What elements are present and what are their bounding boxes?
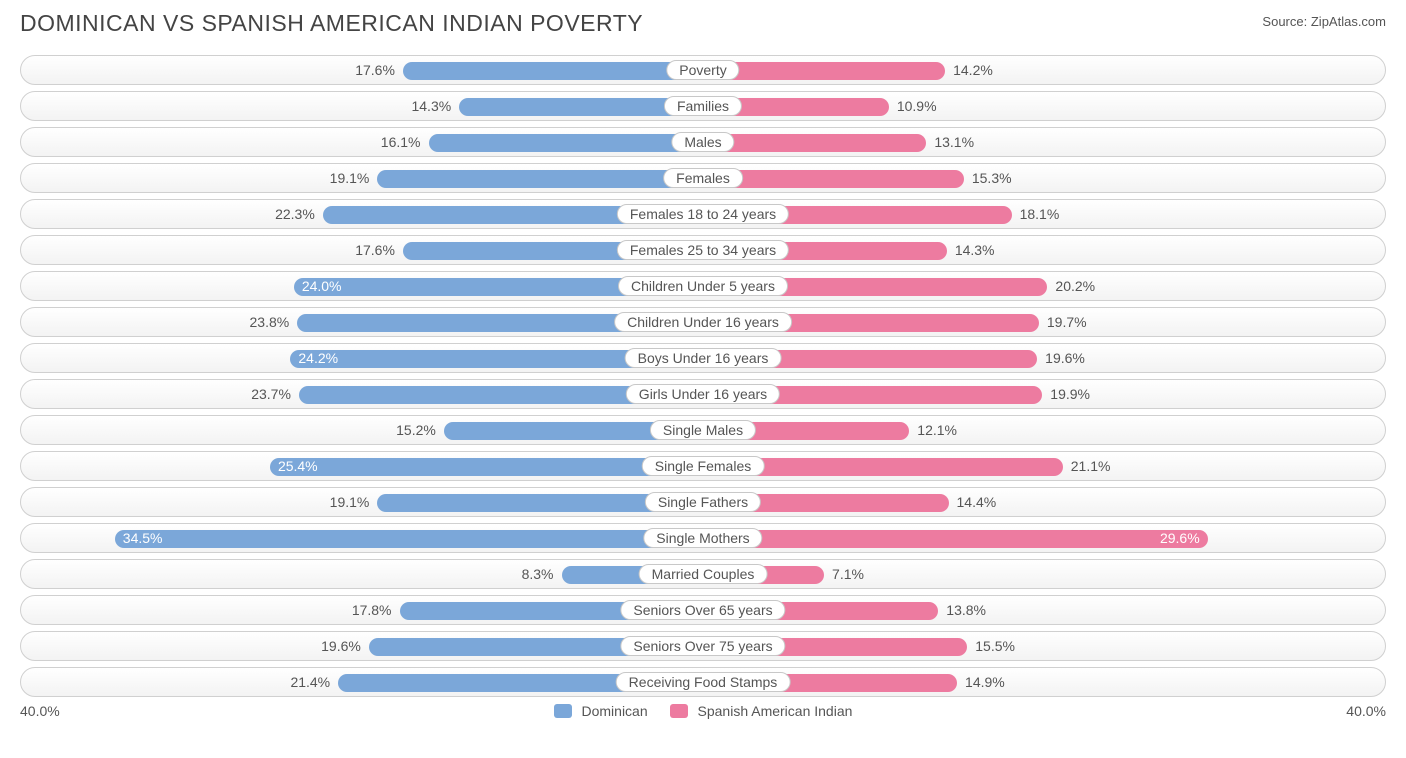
category-label: Single Females — [642, 456, 765, 476]
chart-row: 19.1% 15.3% Females — [20, 163, 1386, 193]
value-left: 24.0% — [302, 278, 342, 294]
chart-row: 34.5% 29.6% Single Mothers — [20, 523, 1386, 553]
bar-left — [377, 170, 703, 188]
value-right: 13.8% — [946, 602, 986, 618]
value-left: 19.6% — [321, 638, 361, 654]
category-label: Families — [664, 96, 742, 116]
value-right: 19.7% — [1047, 314, 1087, 330]
chart-row: 24.0% 20.2% Children Under 5 years — [20, 271, 1386, 301]
category-label: Females 18 to 24 years — [617, 204, 789, 224]
axis-max-right: 40.0% — [1346, 703, 1386, 719]
category-label: Married Couples — [639, 564, 768, 584]
category-label: Poverty — [666, 60, 739, 80]
value-right: 29.6% — [1160, 530, 1200, 546]
category-label: Males — [671, 132, 734, 152]
value-right: 10.9% — [897, 98, 937, 114]
bar-right — [703, 530, 1208, 548]
bar-left — [270, 458, 703, 476]
chart-row: 22.3% 18.1% Females 18 to 24 years — [20, 199, 1386, 229]
category-label: Seniors Over 75 years — [620, 636, 785, 656]
legend-label-left: Dominican — [581, 703, 647, 719]
chart-row: 15.2% 12.1% Single Males — [20, 415, 1386, 445]
chart-row: 19.6% 15.5% Seniors Over 75 years — [20, 631, 1386, 661]
category-label: Boys Under 16 years — [625, 348, 782, 368]
chart-row: 14.3% 10.9% Families — [20, 91, 1386, 121]
chart-row: 19.1% 14.4% Single Fathers — [20, 487, 1386, 517]
chart-row: 25.4% 21.1% Single Females — [20, 451, 1386, 481]
value-left: 24.2% — [298, 350, 338, 366]
value-right: 14.2% — [953, 62, 993, 78]
value-right: 14.4% — [957, 494, 997, 510]
category-label: Single Fathers — [645, 492, 761, 512]
legend-label-right: Spanish American Indian — [698, 703, 853, 719]
value-right: 19.9% — [1050, 386, 1090, 402]
bar-right — [703, 134, 926, 152]
value-right: 7.1% — [832, 566, 864, 582]
diverging-bar-chart: 17.6% 14.2% Poverty 14.3% 10.9% Families 16.1%… — [20, 55, 1386, 697]
value-left: 14.3% — [411, 98, 451, 114]
chart-row: 23.7% 19.9% Girls Under 16 years — [20, 379, 1386, 409]
category-label: Children Under 16 years — [614, 312, 792, 332]
value-left: 34.5% — [123, 530, 163, 546]
value-left: 8.3% — [522, 566, 554, 582]
value-left: 21.4% — [290, 674, 330, 690]
chart-footer: 40.0% Dominican Spanish American Indian … — [20, 703, 1386, 719]
legend-swatch-left — [554, 704, 572, 718]
legend-item-right: Spanish American Indian — [670, 703, 853, 719]
chart-row: 21.4% 14.9% Receiving Food Stamps — [20, 667, 1386, 697]
bar-left — [115, 530, 703, 548]
chart-row: 16.1% 13.1% Males — [20, 127, 1386, 157]
value-right: 18.1% — [1020, 206, 1060, 222]
value-right: 15.3% — [972, 170, 1012, 186]
value-left: 16.1% — [381, 134, 421, 150]
value-right: 15.5% — [975, 638, 1015, 654]
category-label: Children Under 5 years — [618, 276, 788, 296]
legend: Dominican Spanish American Indian — [554, 703, 853, 719]
category-label: Females 25 to 34 years — [617, 240, 789, 260]
chart-row: 8.3% 7.1% Married Couples — [20, 559, 1386, 589]
category-label: Seniors Over 65 years — [620, 600, 785, 620]
source-prefix: Source: — [1262, 14, 1307, 29]
value-right: 14.3% — [955, 242, 995, 258]
value-left: 17.6% — [355, 242, 395, 258]
value-left: 25.4% — [278, 458, 318, 474]
value-left: 19.1% — [330, 494, 370, 510]
source-attribution: Source: ZipAtlas.com — [1262, 10, 1386, 29]
chart-title: DOMINICAN VS SPANISH AMERICAN INDIAN POV… — [20, 10, 643, 37]
chart-row: 23.8% 19.7% Children Under 16 years — [20, 307, 1386, 337]
value-left: 23.8% — [250, 314, 290, 330]
value-left: 17.6% — [355, 62, 395, 78]
category-label: Single Males — [650, 420, 756, 440]
chart-row: 17.6% 14.3% Females 25 to 34 years — [20, 235, 1386, 265]
bar-right — [703, 62, 945, 80]
value-right: 13.1% — [934, 134, 974, 150]
value-left: 17.8% — [352, 602, 392, 618]
legend-swatch-right — [670, 704, 688, 718]
category-label: Females — [663, 168, 743, 188]
legend-item-left: Dominican — [554, 703, 648, 719]
chart-header: DOMINICAN VS SPANISH AMERICAN INDIAN POV… — [20, 10, 1386, 37]
axis-max-left: 40.0% — [20, 703, 60, 719]
value-left: 15.2% — [396, 422, 436, 438]
value-right: 19.6% — [1045, 350, 1085, 366]
chart-row: 17.6% 14.2% Poverty — [20, 55, 1386, 85]
value-right: 20.2% — [1055, 278, 1095, 294]
bar-left — [429, 134, 704, 152]
value-right: 14.9% — [965, 674, 1005, 690]
value-right: 12.1% — [917, 422, 957, 438]
category-label: Receiving Food Stamps — [616, 672, 791, 692]
value-right: 21.1% — [1071, 458, 1111, 474]
value-left: 23.7% — [251, 386, 291, 402]
source-name: ZipAtlas.com — [1311, 14, 1386, 29]
chart-row: 17.8% 13.8% Seniors Over 65 years — [20, 595, 1386, 625]
category-label: Single Mothers — [643, 528, 762, 548]
chart-row: 24.2% 19.6% Boys Under 16 years — [20, 343, 1386, 373]
category-label: Girls Under 16 years — [626, 384, 780, 404]
value-left: 22.3% — [275, 206, 315, 222]
value-left: 19.1% — [330, 170, 370, 186]
bar-left — [403, 62, 703, 80]
